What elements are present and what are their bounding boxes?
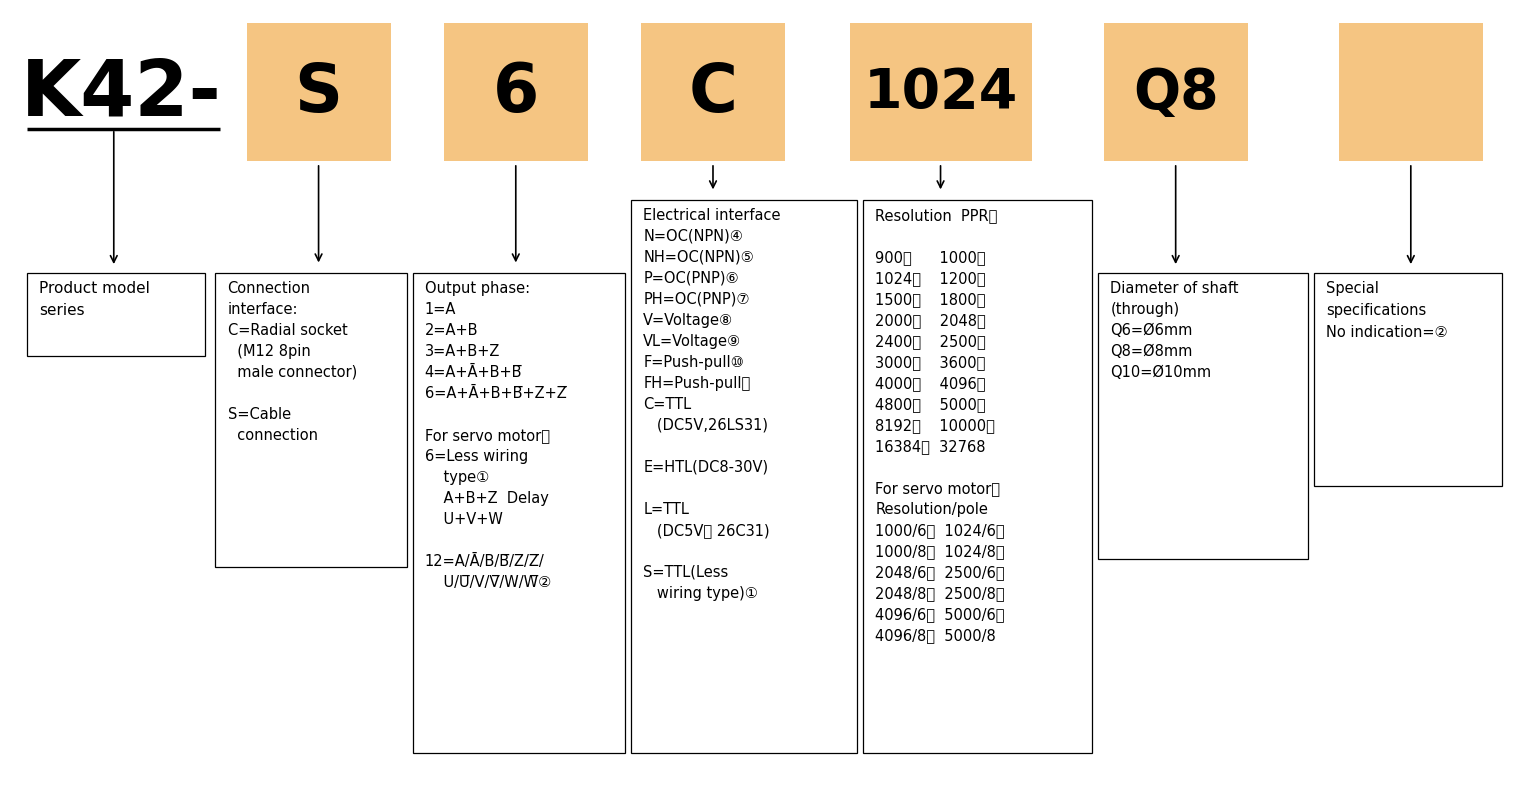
Text: Diameter of shaft
(through)
Q6=Ø6mm
Q8=Ø8mm
Q10=Ø10mm: Diameter of shaft (through) Q6=Ø6mm Q8=Ø…: [1110, 281, 1239, 380]
Text: Q8: Q8: [1133, 67, 1218, 120]
Text: C: C: [689, 60, 737, 127]
FancyBboxPatch shape: [1314, 274, 1502, 487]
FancyBboxPatch shape: [444, 24, 589, 162]
Text: Special
specifications
No indication=②: Special specifications No indication=②: [1326, 281, 1447, 340]
FancyBboxPatch shape: [215, 274, 407, 568]
FancyBboxPatch shape: [1338, 24, 1482, 162]
FancyBboxPatch shape: [863, 201, 1092, 753]
Text: S: S: [294, 60, 343, 127]
Text: Connection
interface:
C=Radial socket
  (M12 8pin
  male connector)

S=Cable
  c: Connection interface: C=Radial socket (M…: [228, 281, 356, 443]
FancyBboxPatch shape: [850, 24, 1032, 162]
FancyBboxPatch shape: [246, 24, 390, 162]
FancyBboxPatch shape: [631, 201, 857, 753]
FancyBboxPatch shape: [27, 274, 205, 357]
FancyBboxPatch shape: [640, 24, 784, 162]
Text: Electrical interface
N=OC(NPN)④
NH=OC(NPN)⑤
P=OC(PNP)⑥
PH=OC(PNP)⑦
V=Voltage⑧
VL: Electrical interface N=OC(NPN)④ NH=OC(NP…: [643, 208, 781, 600]
Text: 6: 6: [493, 60, 539, 127]
FancyBboxPatch shape: [413, 274, 625, 753]
Text: Output phase:
1=A
2=A+B
3=A+B+Z
4=A+Ā+B+B̅
6=A+Ā+B+B̅+Z+Z̅

For servo motor：
6=L: Output phase: 1=A 2=A+B 3=A+B+Z 4=A+Ā+B+…: [425, 281, 566, 590]
FancyBboxPatch shape: [1104, 24, 1247, 162]
Text: K42-: K42-: [21, 55, 221, 131]
Text: Product model
series: Product model series: [39, 281, 150, 318]
Text: Resolution  PPR：

900；      1000；
1024；    1200；
1500；    1800；
2000；    2048；
2: Resolution PPR： 900； 1000； 1024； 1200； 1…: [875, 208, 1004, 642]
FancyBboxPatch shape: [1098, 274, 1308, 560]
Text: 1024: 1024: [863, 67, 1018, 120]
